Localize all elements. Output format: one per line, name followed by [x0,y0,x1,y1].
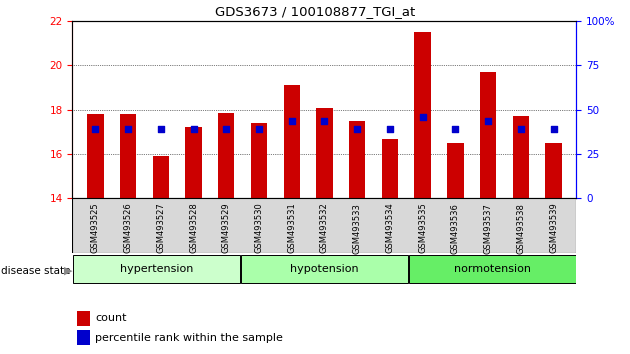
Bar [349,121,365,198]
Text: GSM493529: GSM493529 [222,202,231,253]
Text: normotension: normotension [454,264,531,274]
Bar [241,255,408,283]
Text: GSM493536: GSM493536 [451,202,460,253]
Text: GSM493533: GSM493533 [353,202,362,253]
Point [418,115,428,120]
Bar [87,114,103,198]
Point [287,118,297,124]
Text: hypertension: hypertension [120,264,193,274]
Bar [77,311,90,326]
Bar [513,116,529,198]
Point [516,126,526,131]
Point [156,126,166,131]
Text: count: count [95,313,127,323]
Text: GSM493535: GSM493535 [418,202,427,253]
Bar [382,138,398,198]
Text: GSM493526: GSM493526 [123,202,132,253]
Text: GSM493531: GSM493531 [287,202,296,253]
Bar [447,143,464,198]
Bar [72,198,576,253]
Text: GDS3673 / 100108877_TGI_at: GDS3673 / 100108877_TGI_at [215,5,415,18]
Bar [77,330,90,345]
Point [188,126,198,131]
Point [450,126,461,131]
Text: GSM493530: GSM493530 [255,202,263,253]
Point [385,126,395,131]
Bar [185,127,202,198]
Point [352,126,362,131]
Bar [546,143,562,198]
Text: percentile rank within the sample: percentile rank within the sample [95,332,283,343]
Point [90,126,100,131]
Bar [120,114,136,198]
Bar [73,255,240,283]
Text: hypotension: hypotension [290,264,358,274]
Text: GSM493527: GSM493527 [156,202,165,253]
Bar [480,72,496,198]
Text: GSM493528: GSM493528 [189,202,198,253]
Text: GSM493537: GSM493537 [484,202,493,253]
Text: ▶: ▶ [64,266,72,276]
Bar [152,156,169,198]
Text: GSM493538: GSM493538 [517,202,525,253]
Point [254,126,264,131]
Bar [415,32,431,198]
Point [319,118,329,124]
Text: GSM493534: GSM493534 [386,202,394,253]
Text: GSM493539: GSM493539 [549,202,558,253]
Bar [218,113,234,198]
Text: GSM493532: GSM493532 [320,202,329,253]
Text: disease state: disease state [1,266,71,276]
Bar [409,255,576,283]
Point [123,126,133,131]
Bar [251,123,267,198]
Text: GSM493525: GSM493525 [91,202,100,253]
Bar [316,108,333,198]
Point [549,126,559,131]
Bar [284,85,300,198]
Point [483,118,493,124]
Point [221,126,231,131]
